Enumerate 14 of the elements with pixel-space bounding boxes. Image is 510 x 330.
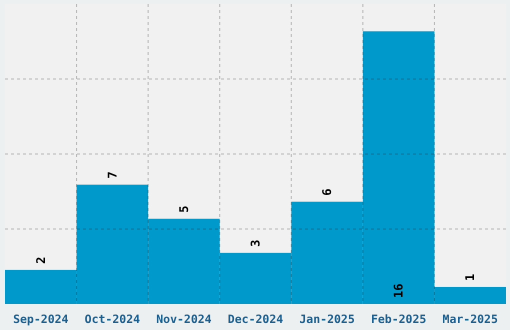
data-label: 3 bbox=[248, 240, 262, 247]
data-label: 16 bbox=[392, 284, 406, 298]
x-tick-label: Mar-2025 bbox=[442, 312, 498, 326]
x-tick-label: Sep-2024 bbox=[13, 312, 69, 326]
data-label: 7 bbox=[105, 171, 120, 179]
x-tick-label: Oct-2024 bbox=[84, 312, 140, 326]
data-label: 2 bbox=[34, 256, 48, 264]
x-tick-label: Feb-2025 bbox=[370, 312, 426, 326]
x-tick-label: Dec-2024 bbox=[228, 312, 284, 326]
data-label: 6 bbox=[320, 188, 334, 196]
data-label: 5 bbox=[176, 206, 191, 213]
x-tick-label: Nov-2024 bbox=[156, 312, 212, 326]
x-tick-label: Jan-2025 bbox=[299, 312, 355, 326]
data-label: 1 bbox=[463, 274, 478, 281]
